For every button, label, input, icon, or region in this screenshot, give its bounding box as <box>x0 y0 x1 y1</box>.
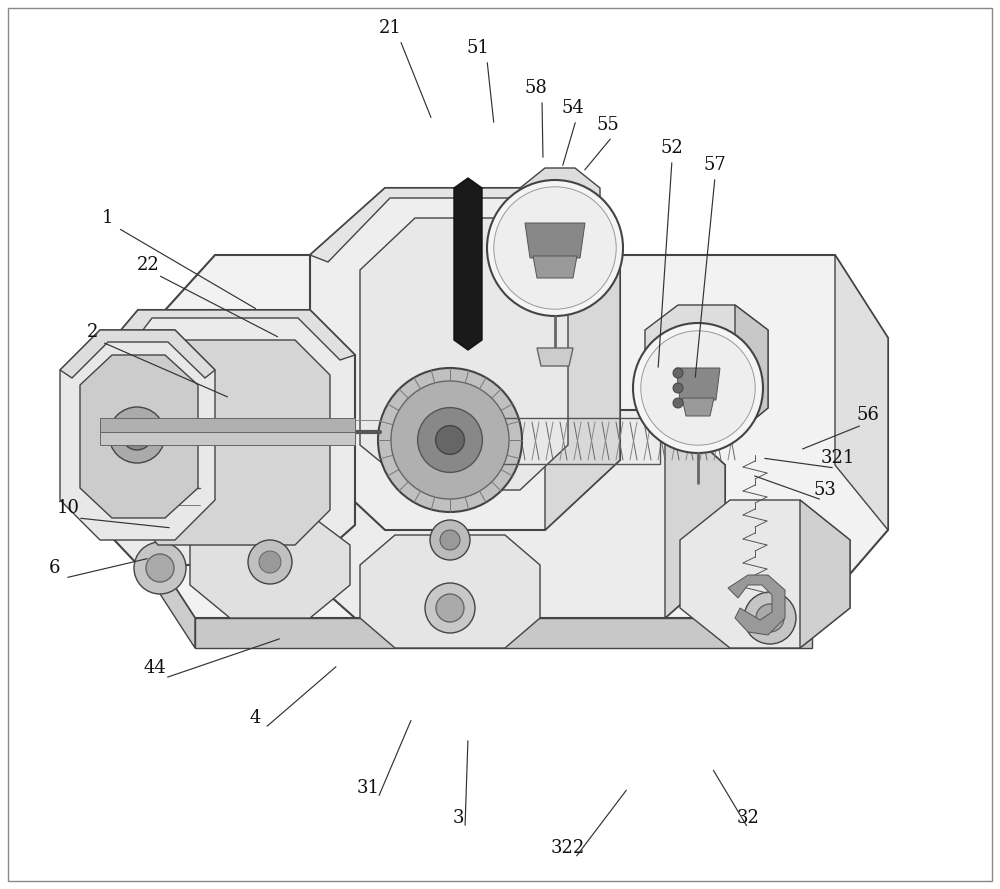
Polygon shape <box>138 340 153 580</box>
Circle shape <box>494 187 616 309</box>
Circle shape <box>425 583 475 633</box>
Text: 51: 51 <box>467 39 489 57</box>
Circle shape <box>641 331 755 445</box>
Polygon shape <box>680 500 850 648</box>
Circle shape <box>259 551 281 573</box>
Polygon shape <box>360 535 540 648</box>
Polygon shape <box>520 168 600 240</box>
Text: 58: 58 <box>525 79 547 97</box>
Circle shape <box>744 592 796 644</box>
Text: 57: 57 <box>704 156 726 174</box>
Text: 10: 10 <box>56 499 80 517</box>
Polygon shape <box>80 355 198 518</box>
Polygon shape <box>728 575 785 635</box>
Text: 32: 32 <box>737 809 759 827</box>
Polygon shape <box>310 188 620 262</box>
Circle shape <box>378 368 522 512</box>
Polygon shape <box>100 310 355 565</box>
Circle shape <box>673 383 683 393</box>
Circle shape <box>436 426 464 454</box>
Circle shape <box>248 540 292 584</box>
Circle shape <box>418 407 482 472</box>
Polygon shape <box>100 310 355 360</box>
Polygon shape <box>190 515 350 618</box>
Circle shape <box>146 554 174 582</box>
Text: 6: 6 <box>49 559 61 577</box>
Text: 3: 3 <box>452 809 464 827</box>
Circle shape <box>391 381 509 499</box>
Polygon shape <box>138 255 888 618</box>
Polygon shape <box>800 500 850 648</box>
Text: 4: 4 <box>249 709 261 727</box>
Circle shape <box>633 323 763 453</box>
Circle shape <box>430 520 470 560</box>
Polygon shape <box>735 305 768 435</box>
Text: 22: 22 <box>137 256 159 274</box>
Text: 54: 54 <box>562 99 584 117</box>
Circle shape <box>440 530 460 550</box>
Polygon shape <box>454 178 482 350</box>
Polygon shape <box>533 256 577 278</box>
Polygon shape <box>60 330 215 378</box>
Polygon shape <box>525 223 585 258</box>
Polygon shape <box>195 618 812 648</box>
Text: 21: 21 <box>379 19 401 37</box>
Text: 321: 321 <box>821 449 855 467</box>
Polygon shape <box>682 398 714 416</box>
Polygon shape <box>537 348 573 366</box>
Polygon shape <box>835 255 888 530</box>
Polygon shape <box>676 368 720 400</box>
Circle shape <box>109 407 165 463</box>
Circle shape <box>673 398 683 408</box>
Circle shape <box>436 594 464 622</box>
Polygon shape <box>310 188 620 530</box>
Text: 53: 53 <box>814 481 836 499</box>
Text: 31: 31 <box>356 779 380 797</box>
Polygon shape <box>100 432 355 445</box>
Polygon shape <box>360 218 568 490</box>
Polygon shape <box>130 340 330 545</box>
Polygon shape <box>545 188 620 530</box>
Circle shape <box>673 368 683 378</box>
Circle shape <box>122 420 152 450</box>
Text: 56: 56 <box>857 406 879 424</box>
Text: 44: 44 <box>144 659 166 677</box>
Circle shape <box>487 180 623 316</box>
Polygon shape <box>665 410 725 618</box>
Text: 52: 52 <box>661 139 683 157</box>
Polygon shape <box>645 305 768 435</box>
Circle shape <box>134 542 186 594</box>
Text: 2: 2 <box>86 323 98 341</box>
Text: 55: 55 <box>597 116 619 134</box>
Text: 322: 322 <box>551 839 585 857</box>
Text: 1: 1 <box>102 209 114 227</box>
Polygon shape <box>295 410 725 618</box>
Polygon shape <box>60 330 215 540</box>
Polygon shape <box>138 530 195 648</box>
Circle shape <box>756 604 784 632</box>
Polygon shape <box>100 418 355 432</box>
